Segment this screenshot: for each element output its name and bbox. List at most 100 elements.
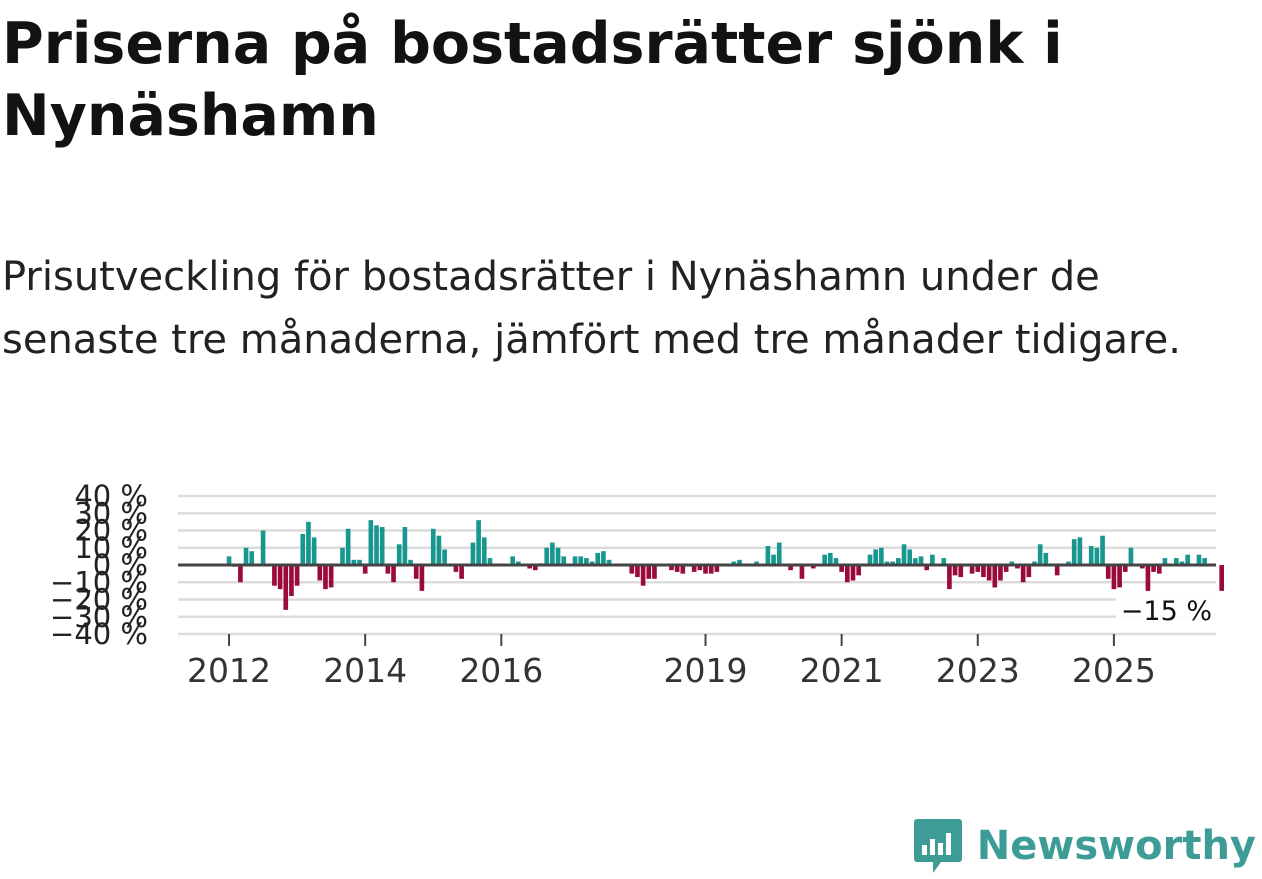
bar	[691, 565, 697, 572]
bar	[1151, 565, 1156, 572]
bar	[430, 528, 436, 565]
x-tick-label: 2014	[323, 651, 407, 690]
bar	[1032, 561, 1037, 565]
bar	[652, 565, 657, 579]
bar	[323, 565, 328, 590]
bar	[1015, 565, 1020, 569]
bar	[300, 533, 306, 565]
bar	[913, 558, 918, 565]
bar	[374, 525, 379, 565]
bar	[584, 558, 589, 565]
bar	[1145, 565, 1151, 591]
bar	[930, 554, 935, 565]
bar	[317, 565, 323, 581]
bar	[901, 544, 907, 565]
y-tick-label: −30 %	[50, 600, 148, 634]
bar	[516, 561, 521, 565]
grid-lines	[178, 494, 1216, 636]
bar	[629, 565, 635, 574]
x-tick-label: 2025	[1072, 651, 1156, 690]
bar	[606, 559, 612, 565]
bar	[561, 556, 567, 565]
bar	[1139, 565, 1145, 569]
x-axis: 2012 2014 2016 2019 2021 2023 2025	[187, 634, 1156, 690]
bar	[992, 565, 998, 588]
bar	[249, 551, 255, 565]
bar	[328, 565, 334, 588]
bar	[697, 565, 703, 571]
bar	[998, 565, 1003, 581]
x-tick-label: 2023	[936, 651, 1020, 690]
annotation-label: −15 %	[1121, 596, 1212, 627]
bar	[827, 552, 833, 565]
bar	[947, 565, 952, 590]
bar	[1020, 565, 1026, 583]
bar	[839, 565, 844, 572]
bar	[402, 527, 408, 565]
x-tick-label: 2021	[800, 651, 884, 690]
bar	[708, 565, 714, 574]
bar	[243, 547, 249, 565]
newsworthy-logo-icon	[913, 819, 962, 873]
bar	[595, 552, 601, 565]
bar	[408, 559, 413, 565]
x-tick-label: 2019	[664, 651, 748, 690]
bar	[1117, 565, 1122, 588]
bar	[1202, 558, 1207, 565]
brand-name: Newsworthy	[976, 823, 1256, 869]
bar	[345, 528, 351, 565]
bar	[737, 559, 742, 565]
bar	[362, 565, 368, 574]
bar	[368, 520, 374, 565]
bar	[1173, 558, 1179, 565]
bar	[289, 565, 294, 597]
bar	[884, 561, 890, 565]
last-value-annotation: −15 %	[1116, 594, 1216, 629]
bar	[822, 554, 827, 565]
newsworthy-logo[interactable]: Newsworthy	[913, 817, 1256, 875]
bar	[550, 542, 555, 565]
bar	[669, 565, 674, 571]
bar	[1185, 554, 1190, 565]
bar	[413, 565, 419, 579]
bar	[1003, 565, 1009, 572]
y-tick-label: 40 %	[74, 479, 148, 513]
bar	[1219, 565, 1224, 591]
bar	[941, 558, 947, 565]
bar	[294, 565, 300, 586]
bar	[731, 561, 737, 565]
x-tick-label: 2012	[187, 651, 271, 690]
bar	[969, 565, 975, 574]
bar	[238, 565, 243, 583]
bar	[442, 549, 447, 565]
bar	[1162, 558, 1168, 565]
bar	[476, 520, 481, 565]
bar	[351, 559, 357, 565]
chart-subtitle: Prisutveckling för bostadsrätter i Nynäs…	[2, 254, 1181, 363]
bar	[754, 561, 759, 565]
y-axis-labels: 40 %30 %20 %10 %0 %−10 %−20 %−30 %−40 %	[50, 479, 148, 651]
annotation-background	[1116, 594, 1216, 629]
bar	[283, 565, 289, 610]
bar	[703, 565, 708, 574]
y-tick-label: 10 %	[74, 531, 148, 565]
bar	[1071, 539, 1077, 565]
bar	[856, 565, 861, 576]
bar	[385, 565, 391, 574]
bar	[890, 561, 896, 565]
bar	[260, 530, 266, 565]
bar	[986, 565, 992, 581]
bar	[799, 565, 805, 579]
bar	[879, 547, 884, 565]
bar	[340, 547, 345, 565]
bar	[918, 556, 924, 565]
bar	[555, 547, 561, 565]
x-tick-label: 2016	[459, 651, 543, 690]
chart-title: Priserna på bostadsrätter sjönk i Nynäsh…	[2, 11, 1063, 149]
bar	[674, 565, 680, 572]
bar	[572, 556, 578, 565]
bar	[1009, 561, 1015, 565]
bar	[952, 565, 958, 576]
bar	[975, 565, 981, 572]
bar	[601, 551, 606, 565]
